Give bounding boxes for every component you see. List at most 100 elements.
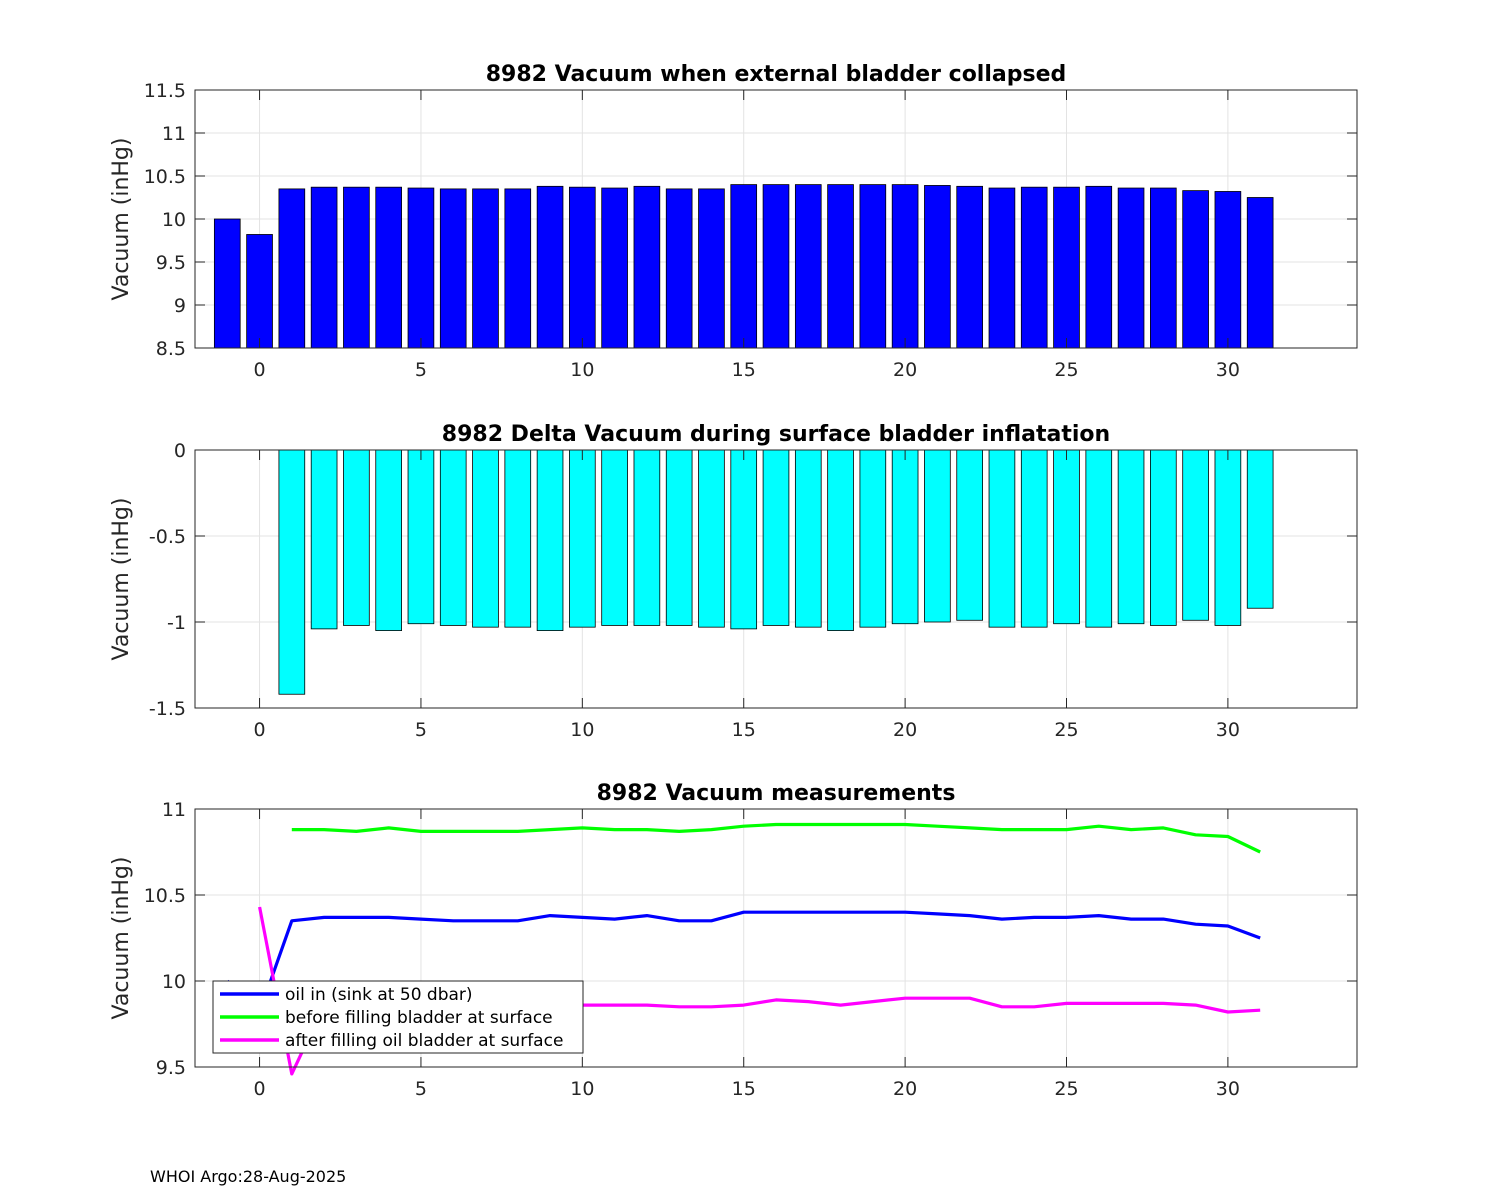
bar <box>1053 449 1080 625</box>
bar <box>407 187 435 349</box>
bar <box>343 186 370 349</box>
bar <box>536 185 564 349</box>
bar <box>1020 449 1048 628</box>
data-marks <box>278 449 1274 695</box>
x-tick-label: 0 <box>254 1078 266 1100</box>
bar <box>536 449 564 632</box>
y-tick-label: 9.5 <box>156 252 186 274</box>
bar <box>504 449 532 628</box>
y-tick-label: 11.5 <box>144 80 186 102</box>
bar <box>213 218 241 349</box>
bar <box>1150 449 1177 626</box>
y-axis-label: Vacuum (inHg) <box>109 138 134 301</box>
y-axis-label: Vacuum (inHg) <box>109 498 134 661</box>
bar <box>762 184 790 349</box>
bar <box>665 449 693 626</box>
bar <box>246 234 273 349</box>
x-tick-label: 30 <box>1216 719 1240 741</box>
bar <box>1117 449 1145 625</box>
bar <box>601 449 628 626</box>
bar <box>988 187 1016 349</box>
bar <box>504 188 532 349</box>
y-tick-label: 11 <box>162 123 186 145</box>
bar <box>472 188 499 349</box>
bar <box>375 186 402 349</box>
series-line <box>226 910 1261 1014</box>
x-tick-label: 15 <box>732 719 756 741</box>
bar <box>956 185 983 349</box>
y-tick-label: 10 <box>162 971 186 993</box>
bar <box>1182 190 1209 349</box>
bar <box>665 188 693 349</box>
x-tick-label: 25 <box>1054 1078 1078 1100</box>
bar <box>375 449 402 632</box>
x-tick-label: 5 <box>415 359 427 381</box>
plot-area <box>194 89 1358 349</box>
series-line <box>291 822 1261 854</box>
x-tick-label: 0 <box>254 359 266 381</box>
bar <box>439 449 467 626</box>
bar <box>1182 449 1209 621</box>
y-tick-label: 9 <box>174 295 186 317</box>
x-tick-label: 25 <box>1054 359 1078 381</box>
axes-frame <box>194 808 1358 1068</box>
legend: oil in (sink at 50 dbar) before filling b… <box>212 980 584 1054</box>
x-tick-label: 5 <box>415 719 427 741</box>
bar <box>1085 185 1113 349</box>
bar <box>698 188 725 349</box>
x-tick-label: 20 <box>893 1078 917 1100</box>
bar <box>730 449 758 630</box>
ticks: 0 5 10 15 20 25 30 8.5 9 9.5 10 10.5 11 11.5 <box>144 80 1357 381</box>
ticks: 0 5 10 15 20 25 30 -1.5 -1 -0.5 0 <box>149 440 1357 741</box>
bar <box>827 184 854 349</box>
bar <box>827 449 854 632</box>
bar <box>439 188 467 349</box>
x-tick-label: 10 <box>570 359 594 381</box>
y-tick-label: 0 <box>174 440 186 462</box>
y-tick-label: 10.5 <box>144 885 186 907</box>
bar <box>988 449 1016 628</box>
x-tick-label: 20 <box>893 359 917 381</box>
y-tick-label: -1 <box>167 612 186 634</box>
x-tick-label: 5 <box>415 1078 427 1100</box>
y-tick-label: -1.5 <box>149 698 186 720</box>
x-tick-label: 0 <box>254 719 266 741</box>
bar <box>1085 449 1113 628</box>
bar <box>310 186 338 349</box>
y-tick-label: 10 <box>162 209 186 231</box>
footer-credit: WHOI Argo:28-Aug-2025 <box>150 1167 346 1186</box>
bar <box>1020 186 1048 349</box>
x-tick-label: 15 <box>732 359 756 381</box>
legend-entry: before filling bladder at surface <box>285 1008 553 1028</box>
x-tick-label: 30 <box>1216 1078 1240 1100</box>
bar <box>891 449 919 625</box>
data-marks <box>213 184 1274 349</box>
ticks: 0 5 10 15 20 25 30 9.5 10 10.5 11 <box>144 799 1357 1100</box>
bar <box>730 184 758 349</box>
x-tick-label: 30 <box>1216 359 1240 381</box>
bar <box>859 184 887 349</box>
bar <box>1214 191 1242 349</box>
bar <box>633 449 661 626</box>
axes-frame <box>194 449 1358 709</box>
bar <box>1053 186 1080 349</box>
chart-title: 8982 Delta Vacuum during surface bladder… <box>442 422 1110 447</box>
bar <box>1214 449 1242 626</box>
bar <box>794 184 822 349</box>
y-tick-label: 10.5 <box>144 166 186 188</box>
y-tick-label: -0.5 <box>149 526 186 548</box>
axes-vacuum-measurements: 8982 Vacuum measurements Vacuum (inHg) 0… <box>109 781 1358 1100</box>
y-axis-label: Vacuum (inHg) <box>109 857 134 1020</box>
bar <box>956 449 983 621</box>
axes-delta-vacuum: 8982 Delta Vacuum during surface bladder… <box>109 422 1358 741</box>
x-tick-label: 15 <box>732 1078 756 1100</box>
bar <box>924 185 951 349</box>
bar <box>1117 187 1145 349</box>
bar <box>698 449 725 628</box>
bar <box>569 186 596 349</box>
bar <box>1150 187 1177 349</box>
y-tick-label: 8.5 <box>156 338 186 360</box>
bar <box>1246 449 1274 609</box>
bar <box>601 187 628 349</box>
